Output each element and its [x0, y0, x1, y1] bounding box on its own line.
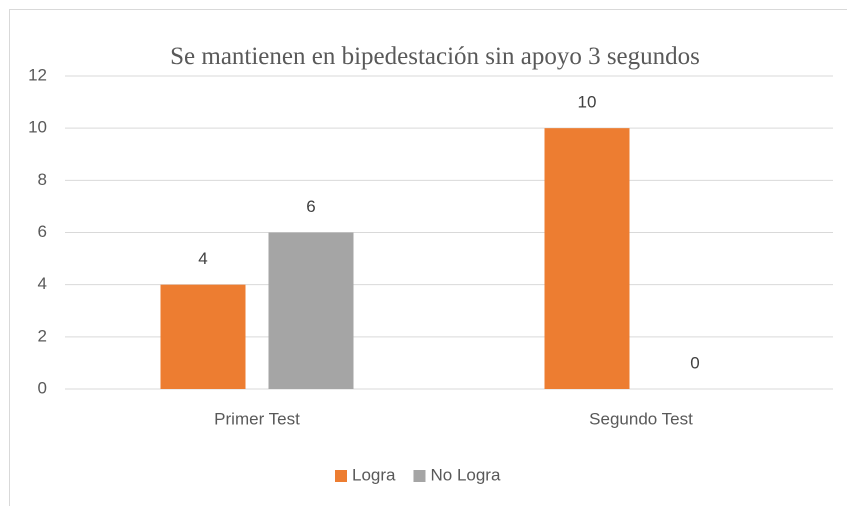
bar [160, 284, 246, 389]
y-tick-label: 2 [38, 326, 47, 345]
y-tick-label: 0 [38, 378, 47, 397]
data-label: 4 [198, 249, 207, 268]
chart-title: Se mantienen en bipedestación sin apoyo … [170, 43, 700, 70]
y-tick-label: 6 [38, 222, 47, 241]
y-tick-label: 12 [28, 65, 47, 84]
y-tick-label: 8 [38, 170, 47, 189]
x-tick-label: Primer Test [214, 409, 300, 428]
data-label: 0 [690, 353, 699, 372]
data-label: 10 [578, 93, 597, 112]
chart-border [9, 9, 847, 506]
data-label: 6 [306, 197, 315, 216]
y-tick-label: 4 [38, 274, 47, 293]
bar [544, 128, 630, 389]
legend-swatch [413, 470, 426, 482]
bar [268, 232, 354, 389]
y-tick-label: 10 [28, 118, 47, 137]
legend-swatch [335, 470, 347, 482]
x-tick-label: Segundo Test [589, 409, 693, 428]
legend-label: No Logra [430, 465, 500, 484]
legend-label: Logra [352, 465, 396, 484]
